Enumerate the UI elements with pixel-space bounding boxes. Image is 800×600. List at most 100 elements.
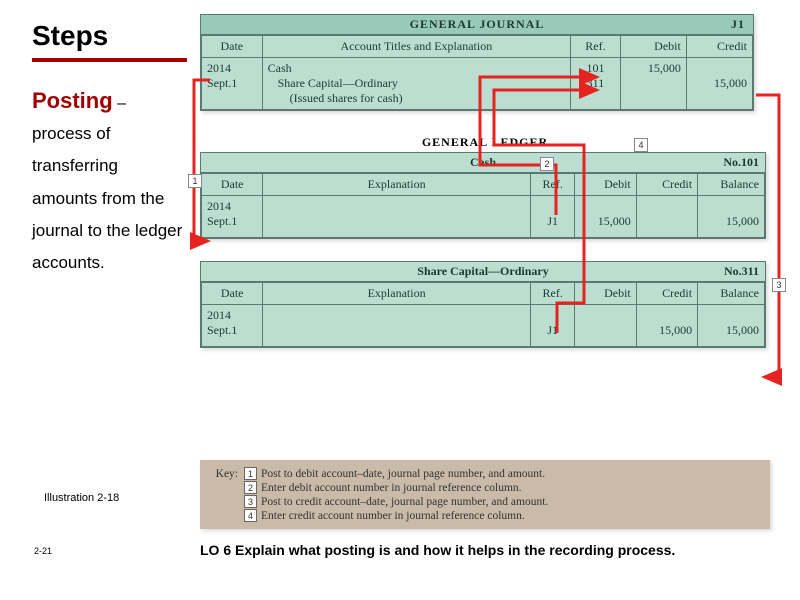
journal-date-day: Sept.1 (207, 76, 257, 91)
page-root: Steps Posting – process of transferring … (0, 0, 800, 600)
ledger2-account-bar: Share Capital—Ordinary No.311 (201, 262, 765, 282)
ledger2-ref: J1 (536, 323, 570, 338)
ledger2-credit-cell: 15,000 (636, 305, 697, 347)
ledger2-col-exp: Explanation (263, 283, 531, 305)
posting-line: Posting – (32, 88, 187, 114)
ledger2-wrap: Share Capital—Ordinary No.311 Date Expla… (200, 261, 770, 348)
ledger1-date-day: Sept.1 (207, 214, 257, 229)
ledger1-balance-cell: 15,000 (698, 196, 765, 238)
ledger1-col-credit: Credit (636, 174, 697, 196)
ledger2-body-row: 2014 Sept.1 J1 15,000 15,000 (202, 305, 765, 347)
ledger2-head-row: Date Explanation Ref. Debit Credit Balan… (202, 283, 765, 305)
ledger2-date-year: 2014 (207, 308, 257, 323)
ledger2-exp-cell (263, 305, 531, 347)
journal-line1: Cash (268, 61, 566, 76)
journal-col-credit: Credit (686, 36, 752, 58)
journal-grid: Date Account Titles and Explanation Ref.… (201, 35, 753, 110)
general-ledger-title: GENERAL LEDGER (200, 135, 770, 150)
ledger2-col-balance: Balance (698, 283, 765, 305)
ledger2-date-cell: 2014 Sept.1 (202, 305, 263, 347)
ledger1-ref-cell: J1 (530, 196, 575, 238)
ledger1-grid: Date Explanation Ref. Debit Credit Balan… (201, 173, 765, 238)
ledger1-head-row: Date Explanation Ref. Debit Credit Balan… (202, 174, 765, 196)
key-num-3: 3 (244, 495, 257, 508)
ledger1-account-no: No.101 (723, 155, 759, 170)
posting-word: Posting (32, 88, 113, 113)
journal-debit: 15,000 (626, 61, 681, 76)
key-text-3: Post to credit account–date, journal pag… (261, 496, 548, 508)
ledger1-col-exp: Explanation (263, 174, 531, 196)
ledger1-date-cell: 2014 Sept.1 (202, 196, 263, 238)
ledger1-account-name: Cash (470, 155, 496, 169)
tables-region: GENERAL JOURNAL J1 Date Account Titles a… (200, 14, 770, 348)
page-title: Steps (32, 20, 187, 62)
posting-dash: – (113, 95, 126, 112)
ledger1-date-year: 2014 (207, 199, 257, 214)
journal-line2: Share Capital—Ordinary (268, 76, 566, 91)
ledger2-account-no: No.311 (724, 264, 759, 279)
ledger1-account-bar: Cash No.101 (201, 153, 765, 173)
key-text-1: Post to debit account–date, journal page… (261, 468, 545, 480)
journal-ref-cell: 101 311 (571, 58, 621, 110)
key-num-4: 4 (244, 509, 257, 522)
ledger2-account-name: Share Capital—Ordinary (417, 264, 548, 278)
ledger1-col-date: Date (202, 174, 263, 196)
ledger-cash-table: Cash No.101 Date Explanation Ref. Debit … (200, 152, 766, 239)
ledger2-debit-cell (575, 305, 636, 347)
key-text-4: Enter credit account number in journal r… (261, 510, 525, 522)
journal-debit-cell: 15,000 (620, 58, 686, 110)
left-column: Steps Posting – process of transferring … (32, 20, 187, 279)
journal-credit-cell: 15,000 (686, 58, 752, 110)
journal-header-right: J1 (731, 17, 745, 32)
journal-ref1: 101 (576, 61, 615, 76)
ledger2-grid: Date Explanation Ref. Debit Credit Balan… (201, 282, 765, 347)
ledger1-credit-cell (636, 196, 697, 238)
step-box-3: 3 (772, 278, 786, 292)
page-number: 2-21 (34, 546, 52, 556)
ledger1-body-row: 2014 Sept.1 J1 15,000 15,000 (202, 196, 765, 238)
key-row-4: 4 Enter credit account number in journal… (210, 509, 760, 522)
key-label: Key: (210, 468, 240, 480)
ledger1-col-ref: Ref. (530, 174, 575, 196)
ledger1-balance: 15,000 (703, 214, 759, 229)
step-box-1: 1 (188, 174, 202, 188)
body-text: process of transferring amounts from the… (32, 118, 187, 279)
key-row-2: 2 Enter debit account number in journal … (210, 481, 760, 494)
journal-head-row: Date Account Titles and Explanation Ref.… (202, 36, 753, 58)
ledger2-credit: 15,000 (642, 323, 692, 338)
journal-credit: 15,000 (692, 76, 747, 91)
ledger1-ref: J1 (536, 214, 570, 229)
illustration-label: Illustration 2-18 (44, 492, 119, 504)
ledger1-col-balance: Balance (698, 174, 765, 196)
ledger2-date-day: Sept.1 (207, 323, 257, 338)
journal-col-debit: Debit (620, 36, 686, 58)
journal-col-acct: Account Titles and Explanation (262, 36, 571, 58)
journal-date-cell: 2014 Sept.1 (202, 58, 263, 110)
learning-objective: LO 6 Explain what posting is and how it … (200, 542, 675, 558)
journal-date-year: 2014 (207, 61, 257, 76)
ledger2-balance: 15,000 (703, 323, 759, 338)
ledger-sharecap-table: Share Capital—Ordinary No.311 Date Expla… (200, 261, 766, 348)
ledger1-exp-cell (263, 196, 531, 238)
journal-col-date: Date (202, 36, 263, 58)
ledger2-col-ref: Ref. (530, 283, 575, 305)
ledger1-debit-cell: 15,000 (575, 196, 636, 238)
ledger2-col-date: Date (202, 283, 263, 305)
key-num-1: 1 (244, 467, 257, 480)
ledger2-ref-cell: J1 (530, 305, 575, 347)
general-journal-table: GENERAL JOURNAL J1 Date Account Titles a… (200, 14, 754, 111)
journal-body-row: 2014 Sept.1 Cash Share Capital—Ordinary … (202, 58, 753, 110)
journal-col-ref: Ref. (571, 36, 621, 58)
journal-header-title: GENERAL JOURNAL (410, 17, 545, 31)
key-num-2: 2 (244, 481, 257, 494)
step-box-2: 2 (540, 157, 554, 171)
key-box: Key: 1 Post to debit account–date, journ… (200, 460, 770, 529)
ledger2-col-debit: Debit (575, 283, 636, 305)
key-row-1: Key: 1 Post to debit account–date, journ… (210, 467, 760, 480)
journal-header-bar: GENERAL JOURNAL J1 (201, 15, 753, 35)
key-row-3: 3 Post to credit account–date, journal p… (210, 495, 760, 508)
ledger2-col-credit: Credit (636, 283, 697, 305)
step-box-4: 4 (634, 138, 648, 152)
ledger1-debit: 15,000 (580, 214, 630, 229)
journal-acct-cell: Cash Share Capital—Ordinary (Issued shar… (262, 58, 571, 110)
